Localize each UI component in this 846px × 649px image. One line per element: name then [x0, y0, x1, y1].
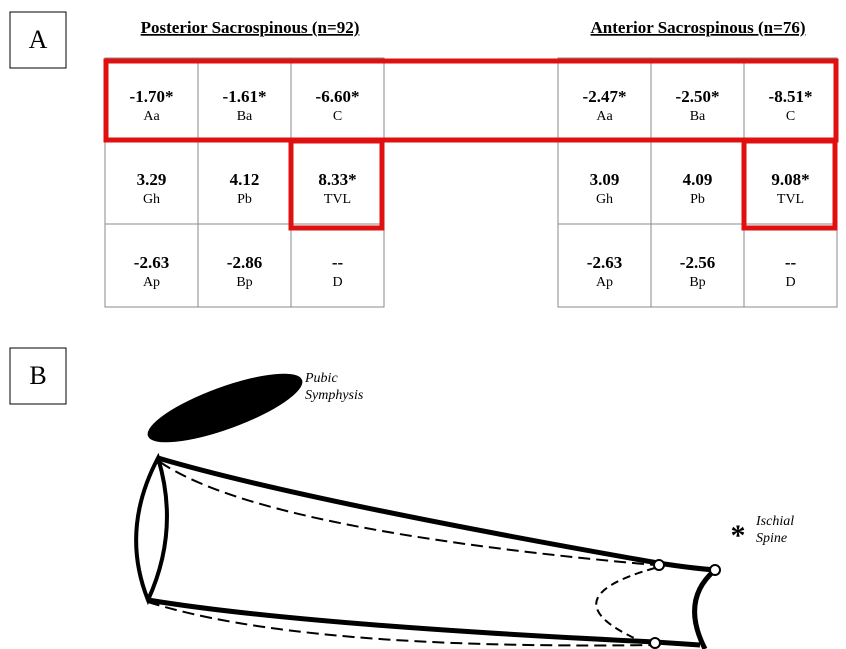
cell-value: -2.63	[134, 253, 169, 272]
panel-label: A	[29, 25, 48, 54]
cell-value: -1.61*	[223, 87, 267, 106]
cell-value: -2.86	[227, 253, 262, 272]
highlight-box	[103, 58, 839, 143]
cell-value: --	[332, 253, 344, 272]
table-cell	[290, 223, 385, 308]
dashed-apex	[595, 567, 656, 646]
cell-value: -1.70*	[130, 87, 174, 106]
posterior-wall	[147, 597, 701, 648]
cell-value: -2.63	[587, 253, 622, 272]
cell-value: 9.08*	[771, 170, 809, 189]
point	[653, 559, 665, 571]
cell-value: 3.29	[137, 170, 167, 189]
cell-label: Ba	[237, 109, 253, 124]
table-title: Anterior Sacrospinous (n=76)	[591, 18, 806, 37]
cell-value: -8.51*	[769, 87, 813, 106]
cell-label: Pb	[237, 192, 252, 207]
annotation: Ischial	[755, 514, 794, 529]
cell-label: D	[785, 275, 795, 290]
cell-value: 4.12	[230, 170, 260, 189]
panel-label-box	[9, 347, 67, 405]
cell-value: -2.56	[680, 253, 715, 272]
point	[709, 564, 721, 576]
cell-value: --	[785, 253, 797, 272]
vaginal-opening	[134, 452, 169, 606]
cell-label: C	[786, 109, 795, 124]
cell-label: Bp	[236, 275, 252, 290]
cell-label: Pb	[690, 192, 705, 207]
cell-label: Ap	[143, 275, 160, 290]
cell-label: Gh	[596, 192, 613, 207]
cell-label: Bp	[689, 275, 705, 290]
table-cell	[743, 223, 838, 308]
anterior-wall	[157, 455, 716, 573]
cell-value: -2.47*	[583, 87, 627, 106]
cell-label: Aa	[596, 109, 613, 124]
dashed-anterior	[159, 461, 656, 566]
apex	[692, 568, 717, 649]
panel-label-box	[9, 11, 67, 69]
cell-label: TVL	[324, 192, 351, 207]
cell-value: 4.09	[683, 170, 713, 189]
cell-value: -2.50*	[676, 87, 720, 106]
annotation: Pubic	[304, 371, 338, 386]
cell-label: D	[332, 275, 342, 290]
point	[649, 637, 661, 649]
diagram: *	[134, 373, 746, 649]
cell-value: 3.09	[590, 170, 620, 189]
ischial-spine-marker: *	[731, 519, 746, 552]
cell-label: Aa	[143, 109, 160, 124]
pubic-symphysis	[147, 373, 303, 443]
cell-value: -6.60*	[316, 87, 360, 106]
cell-label: C	[333, 109, 342, 124]
annotation: Spine	[756, 531, 787, 546]
panel-label: B	[29, 361, 46, 390]
cell-label: Ba	[690, 109, 706, 124]
cell-label: TVL	[777, 192, 804, 207]
annotation: Symphysis	[305, 388, 364, 403]
cell-label: Ap	[596, 275, 613, 290]
cell-value: 8.33*	[318, 170, 356, 189]
dashed-posterior	[147, 601, 656, 647]
cell-label: Gh	[143, 192, 160, 207]
table-title: Posterior Sacrospinous (n=92)	[141, 18, 360, 37]
